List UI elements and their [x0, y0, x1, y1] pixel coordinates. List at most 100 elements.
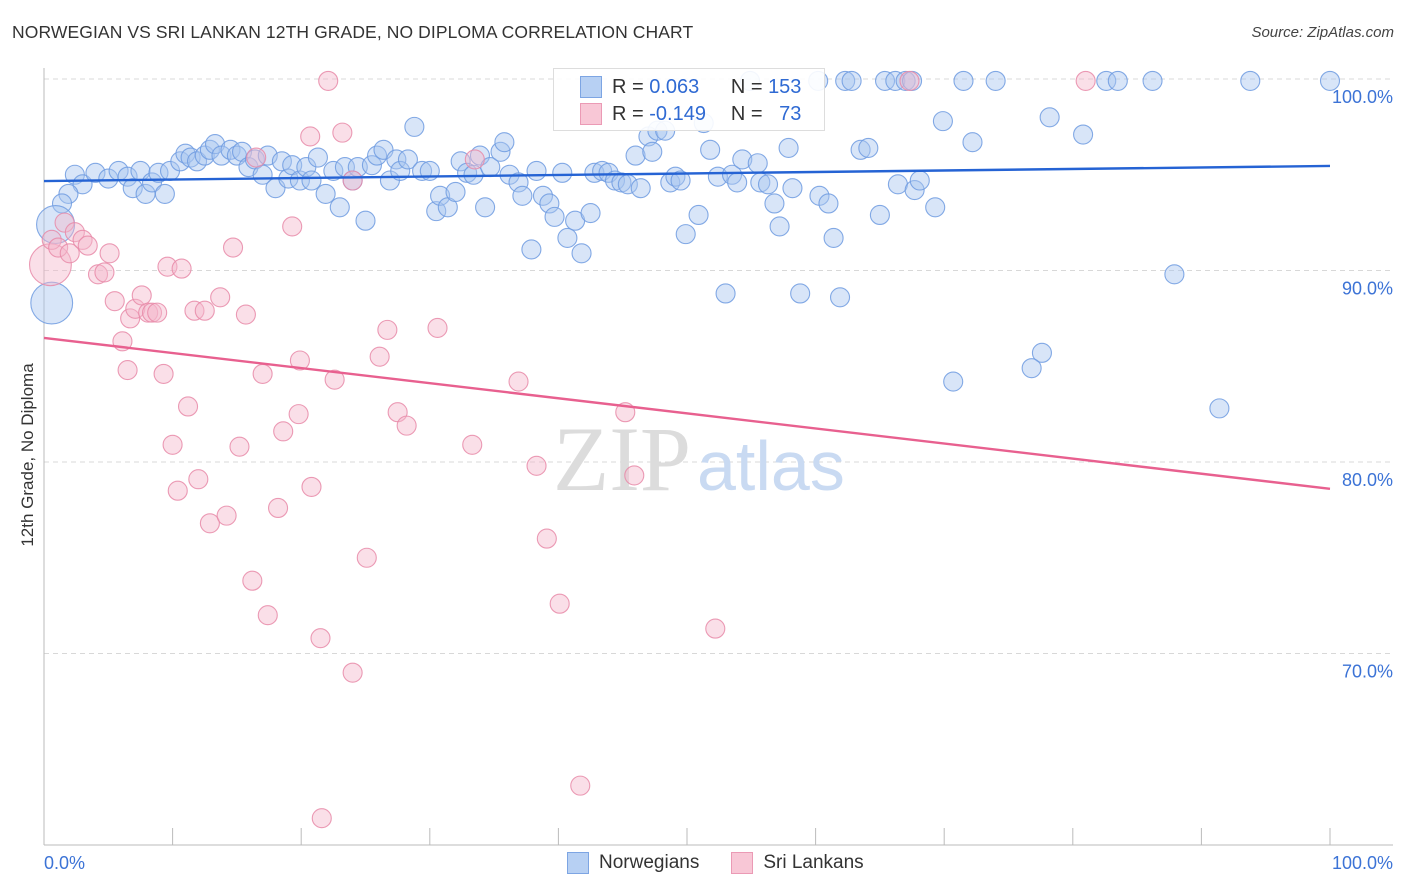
norwegians-point — [790, 283, 811, 304]
norwegians-point — [526, 160, 547, 181]
norwegians-point — [985, 70, 1006, 91]
series-legend: Norwegians Sri Lankans — [567, 852, 864, 874]
norwegians-point — [850, 139, 871, 160]
trend-lines — [43, 164, 1331, 491]
norwegians-point — [544, 206, 565, 227]
watermark-zip: ZIP — [553, 408, 691, 510]
sri-lankans-point — [570, 775, 591, 796]
legend-swatch-norwegians — [567, 852, 589, 874]
norwegians-point — [1107, 70, 1128, 91]
norwegians-point — [630, 178, 651, 199]
norwegians-point — [117, 166, 138, 187]
sri-lankans-point — [48, 237, 69, 258]
sri-lankans-point — [311, 808, 332, 829]
sri-lankans-point — [342, 662, 363, 683]
norwegians-point — [727, 172, 748, 193]
sri-lankans-point — [396, 415, 417, 436]
sri-lankans-point — [356, 547, 377, 568]
sri-lankans-point — [324, 369, 345, 390]
sri-lankans-point — [318, 70, 339, 91]
sri-lankans-point — [257, 605, 278, 626]
norwegians-point — [675, 224, 696, 245]
norwegians-point — [571, 243, 592, 264]
norwegians-point — [642, 141, 663, 162]
n-value: 73 — [779, 102, 802, 125]
norwegians-point — [688, 204, 709, 226]
n-value: 153 — [768, 75, 802, 98]
sri-lankans-point — [273, 421, 294, 442]
y-tick-labels: 100.0% 90.0% 80.0% 70.0% — [1332, 87, 1393, 682]
norwegians-point — [835, 70, 856, 91]
norwegians-point — [584, 162, 605, 183]
norwegians-point — [841, 70, 862, 91]
legend-box: R = 0.063 N = 153 R = -0.149 N = 73 — [553, 68, 825, 131]
norwegians-point — [747, 153, 768, 174]
norwegians-point — [367, 145, 388, 166]
sri-lankans-point — [464, 149, 485, 170]
norwegians-point — [397, 149, 418, 170]
r-value: 0.063 — [649, 75, 700, 98]
norwegians-point — [670, 170, 691, 191]
x-tick-label-min: 0.0% — [44, 853, 85, 873]
legend-label-norwegians: Norwegians — [599, 852, 700, 873]
norwegians-point — [430, 185, 451, 206]
sri-lankans-point — [147, 302, 168, 323]
norwegians-point — [271, 151, 292, 172]
y-tick-label: 90.0% — [1342, 279, 1393, 299]
norwegians-point — [355, 210, 376, 231]
sri-lankans-point — [104, 291, 125, 312]
n-label: N = — [730, 102, 763, 125]
sri-lankans-point — [171, 258, 192, 279]
sri-lankans-point — [222, 237, 244, 258]
norwegians-point — [1142, 70, 1163, 91]
sri-lankans-point — [508, 371, 529, 392]
norwegians-point — [361, 155, 382, 176]
r-label: R = — [612, 102, 644, 125]
norwegians-point — [323, 160, 344, 181]
sri-lankans-point — [301, 476, 322, 497]
sri-lankans-point — [177, 396, 199, 417]
sri-lankans-point — [377, 319, 398, 340]
sri-lankans-point — [229, 436, 250, 457]
norwegians-point — [1164, 264, 1185, 285]
sri-lankans-point — [194, 300, 215, 321]
norwegians-point — [508, 172, 529, 193]
norwegians-point — [141, 172, 163, 193]
norwegians-point — [539, 193, 560, 214]
norwegians-point — [962, 132, 983, 153]
legend-swatch-sri-lankans — [731, 852, 754, 874]
norwegians-point — [122, 178, 143, 199]
sri-lankans-point — [242, 570, 263, 591]
sri-lankans-point — [289, 350, 310, 371]
sri-lankans-point — [536, 528, 557, 549]
norwegians-point — [904, 180, 925, 201]
norwegians-point — [823, 227, 844, 248]
norwegians-point — [204, 134, 226, 155]
sri-lankans-point — [235, 304, 256, 325]
norwegians-point — [329, 197, 350, 218]
norwegians-point — [1021, 358, 1042, 379]
sri-lankans-point — [125, 298, 146, 319]
norwegians-trend-line — [43, 164, 1331, 183]
norwegians-point — [932, 111, 953, 132]
norwegians-point — [1031, 342, 1052, 363]
norwegians-point — [552, 162, 573, 183]
sri-lankans-point — [899, 70, 920, 91]
sri-lankans-point — [268, 497, 289, 519]
watermark-atlas: atlas — [697, 427, 845, 505]
r-value: -0.149 — [649, 102, 706, 125]
y-tick-label: 100.0% — [1332, 87, 1393, 107]
norwegians-point — [1039, 107, 1060, 128]
norwegians-point — [769, 216, 790, 237]
norwegians-point — [307, 147, 328, 168]
norwegians-point — [30, 281, 74, 325]
sri-lankans-point — [216, 505, 237, 526]
norwegians-point — [404, 116, 425, 137]
sri-lankans-point — [526, 455, 547, 476]
norwegians-point — [1240, 70, 1261, 91]
sri-lankans-point — [282, 216, 303, 237]
sri-lankans-point — [624, 465, 645, 486]
norwegians-point — [625, 145, 646, 166]
norwegians-point — [818, 193, 839, 214]
sri-lankans-point — [427, 317, 448, 339]
